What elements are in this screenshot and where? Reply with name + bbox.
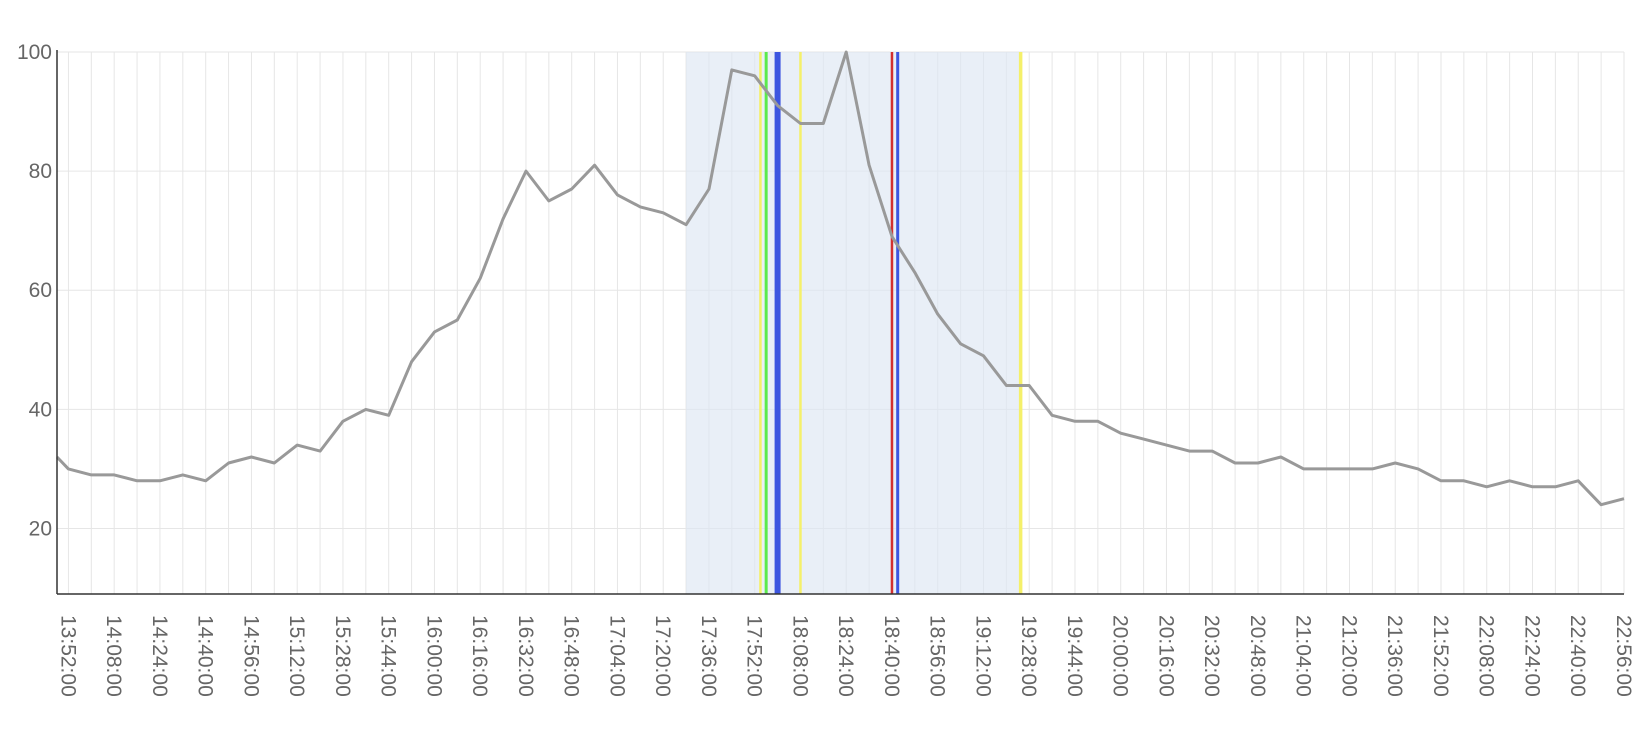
series-line — [55, 50, 1625, 507]
x-tick-label: 21:52:00 — [1429, 615, 1452, 697]
x-tick-label: 18:40:00 — [880, 615, 903, 697]
x-tick-label: 14:56:00 — [239, 615, 262, 697]
x-tick-label: 21:36:00 — [1383, 615, 1406, 697]
axes — [56, 50, 1624, 595]
x-tick-label: 14:08:00 — [102, 615, 125, 697]
x-tick-label: 19:28:00 — [1017, 615, 1040, 697]
y-tick-label: 80 — [29, 160, 52, 183]
highlight-region — [686, 52, 1021, 594]
x-tick-label: 15:28:00 — [331, 615, 354, 697]
x-tick-label: 17:36:00 — [697, 615, 720, 697]
y-tick-label: 40 — [29, 398, 52, 421]
y-tick-label: 60 — [29, 279, 52, 302]
highlight-band — [686, 52, 1021, 594]
y-tick-label: 100 — [17, 41, 52, 64]
x-tick-label: 18:24:00 — [834, 615, 857, 697]
x-tick-label: 18:56:00 — [926, 615, 949, 697]
x-tick-label: 15:12:00 — [285, 615, 308, 697]
x-tick-label: 17:20:00 — [651, 615, 674, 697]
y-tick-labels: 20 40 60 80 100 — [17, 41, 52, 540]
x-tick-label: 20:32:00 — [1200, 615, 1223, 697]
x-tick-label: 16:32:00 — [514, 615, 537, 697]
x-tick-labels: 13:52:00 14:08:00 14:24:00 14:40:00 14:56:00… — [56, 615, 1635, 697]
x-tick-label: 19:44:00 — [1063, 615, 1086, 697]
x-tick-label: 17:04:00 — [606, 615, 629, 697]
x-tick-label: 16:00:00 — [423, 615, 446, 697]
y-tick-label: 20 — [29, 517, 52, 540]
x-tick-label: 13:52:00 — [56, 615, 79, 697]
x-tick-label: 22:24:00 — [1521, 615, 1544, 697]
x-tick-label: 21:04:00 — [1292, 615, 1315, 697]
x-tick-label: 16:48:00 — [560, 615, 583, 697]
x-tick-label: 17:52:00 — [743, 615, 766, 697]
x-tick-label: 16:16:00 — [468, 615, 491, 697]
x-tick-label: 15:44:00 — [377, 615, 400, 697]
x-tick-label: 18:08:00 — [789, 615, 812, 697]
x-tick-label: 21:20:00 — [1338, 615, 1361, 697]
vertical-markers — [759, 52, 1023, 594]
x-tick-label: 14:24:00 — [148, 615, 171, 697]
x-tick-label: 14:40:00 — [194, 615, 217, 697]
x-tick-label: 22:40:00 — [1566, 615, 1589, 697]
series-group — [55, 50, 1625, 507]
x-tick-label: 22:08:00 — [1475, 615, 1498, 697]
x-tick-label: 22:56:00 — [1612, 615, 1635, 697]
x-tick-label: 20:48:00 — [1246, 615, 1269, 697]
x-tick-label: 20:00:00 — [1109, 615, 1132, 697]
x-tick-label: 20:16:00 — [1155, 615, 1178, 697]
x-tick-label: 19:12:00 — [972, 615, 995, 697]
